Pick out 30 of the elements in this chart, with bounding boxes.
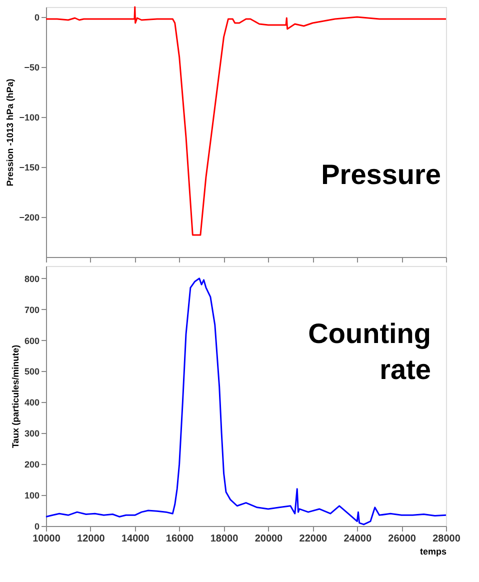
y-tick-label: −50	[24, 62, 40, 72]
x-tick-label: 10000	[32, 534, 61, 544]
x-tick-label: 16000	[166, 534, 194, 544]
y-tick-label: 800	[24, 274, 40, 284]
y-axis-title: Taux (particules/minute)	[10, 344, 20, 448]
y-tick-label: 0	[34, 522, 40, 532]
y-axis-title: Pression -1013 hPa (hPa)	[5, 78, 16, 186]
x-axis-title: temps	[420, 546, 446, 556]
y-tick-label: 0	[34, 12, 40, 22]
y-tick-label: −100	[19, 112, 40, 122]
x-tick-label: 18000	[210, 534, 239, 544]
x-tick-label: 14000	[121, 534, 150, 544]
x-tick-label: 24000	[344, 534, 372, 544]
y-tick-label: −150	[19, 162, 40, 172]
y-tick-label: 700	[24, 304, 40, 315]
y-tick-label: 400	[24, 398, 40, 408]
x-tick-label: 22000	[299, 534, 328, 544]
y-tick-label: 500	[24, 366, 40, 377]
x-tick-label: 26000	[388, 534, 416, 544]
x-tick-label: 12000	[77, 534, 106, 544]
y-tick-label: 600	[24, 336, 40, 346]
line-series	[45, 6, 447, 236]
annotation: Counting rate	[308, 318, 431, 385]
annotation: Pressure	[321, 159, 441, 190]
y-tick-label: 200	[24, 460, 40, 470]
y-tick-label: 100	[24, 490, 40, 501]
y-tick-label: 300	[24, 428, 40, 439]
x-tick-label: 20000	[254, 534, 284, 544]
y-tick-label: −200	[19, 212, 40, 222]
x-tick-label: 28000	[432, 534, 461, 544]
